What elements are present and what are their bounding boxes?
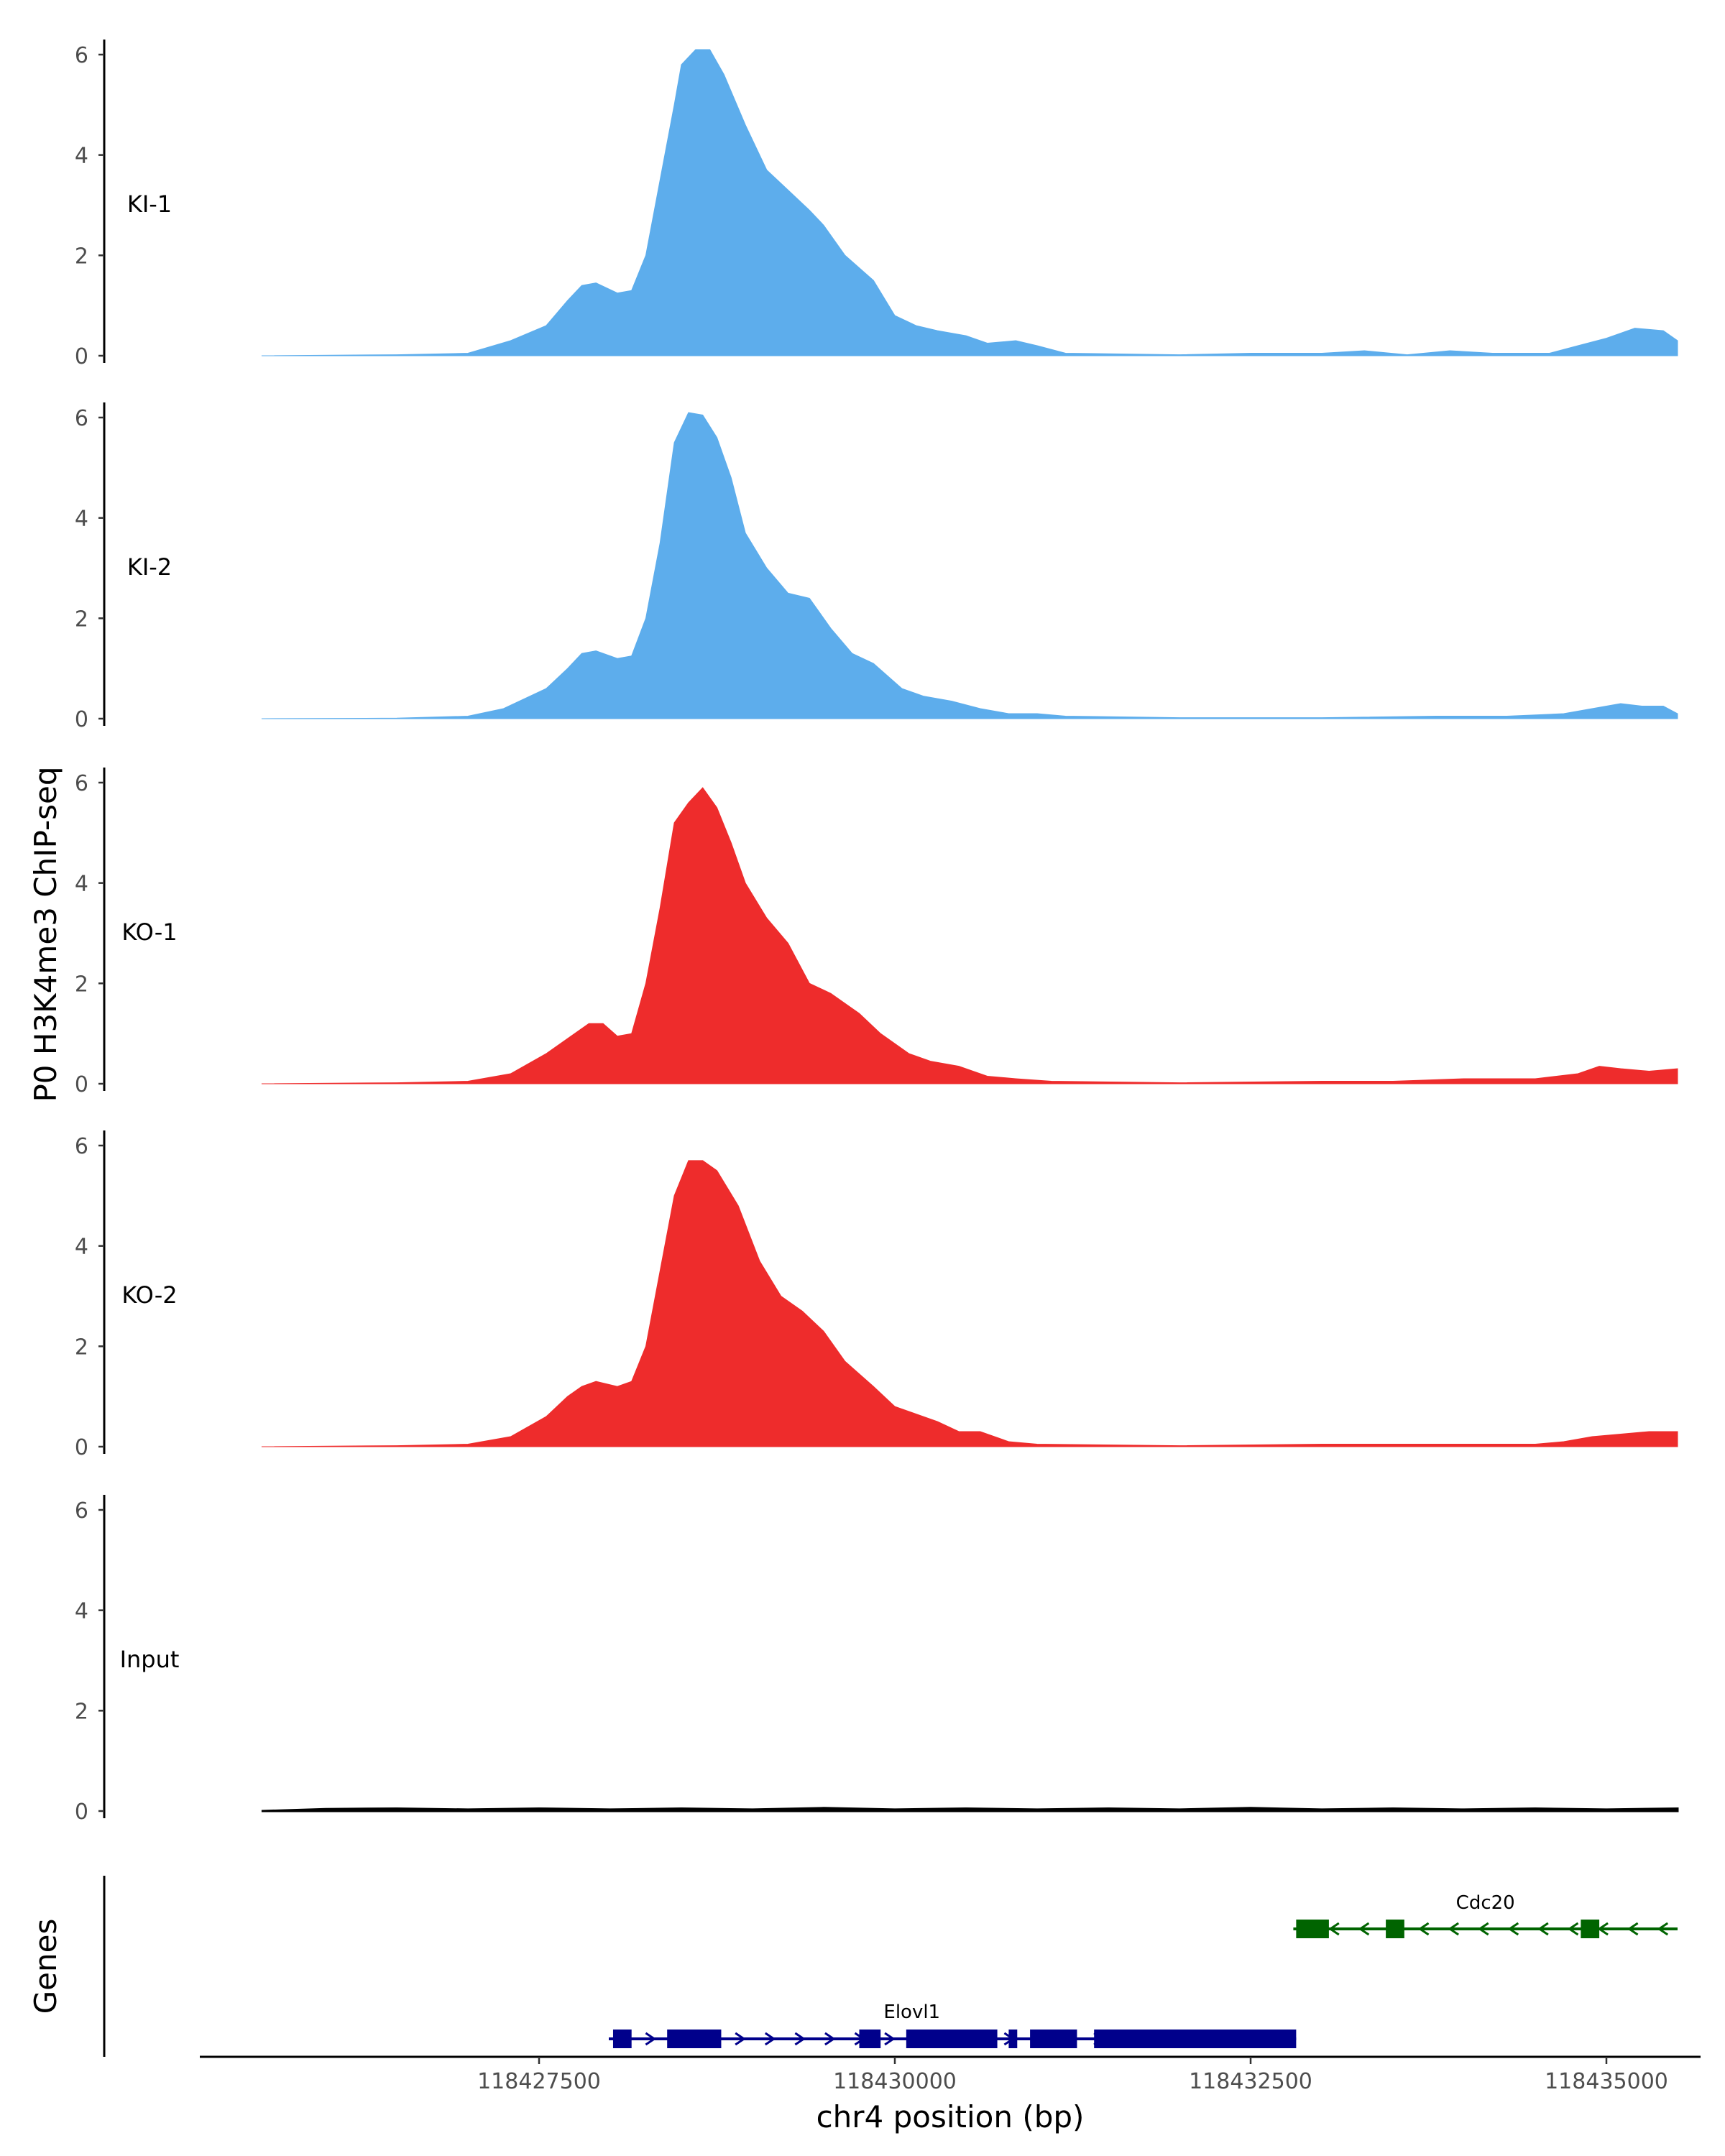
strand-arrow <box>1657 1922 1669 1936</box>
gene-label: Cdc20 <box>1456 1892 1515 1914</box>
x-tick-label: 118430000 <box>833 2069 957 2094</box>
y-tick-label: 6 <box>75 1134 88 1159</box>
y-tick-label: 4 <box>75 144 88 169</box>
y-axis-title: P0 H3K4me3 ChIP-seq <box>28 766 63 1102</box>
y-tick-label: 0 <box>75 344 88 369</box>
strand-arrow <box>884 2032 896 2046</box>
track-input: 0 2 4 6 Input <box>75 1495 1679 1825</box>
exon <box>1030 2030 1077 2048</box>
signal-area <box>261 49 1678 356</box>
strand-arrow <box>1358 1922 1370 1936</box>
strand-arrow <box>824 2032 836 2046</box>
x-tick-label: 118427500 <box>477 2069 601 2094</box>
track-ki-1: 0 2 4 6 KI-1 <box>75 40 1678 369</box>
strand-arrow <box>1567 1922 1579 1936</box>
x-tick-label: 118435000 <box>1545 2069 1668 2094</box>
y-tick-label: 0 <box>75 1800 88 1825</box>
exon <box>1008 2030 1018 2048</box>
y-tick-label: 0 <box>75 1072 88 1097</box>
y-tick-label: 2 <box>75 244 88 269</box>
track-label: Input <box>120 1646 180 1673</box>
y-tick-label: 4 <box>75 1235 88 1260</box>
strand-arrow <box>1448 1922 1459 1936</box>
y-tick-label: 6 <box>75 771 88 796</box>
track-ko-1: 0 2 4 6 KO-1 <box>75 768 1678 1097</box>
strand-arrow <box>1417 1922 1430 1936</box>
y-tick-label: 2 <box>75 972 88 997</box>
strand-arrow <box>1537 1922 1549 1936</box>
exon <box>1581 1920 1600 1938</box>
genes-panel: Genes Elovl1 Cdc20 <box>28 1876 1678 2057</box>
signal-area <box>261 787 1678 1084</box>
track-label: KI-1 <box>127 190 172 218</box>
x-tick-label: 118432500 <box>1189 2069 1312 2094</box>
strand-arrow <box>645 2032 657 2046</box>
track-label: KO-2 <box>121 1281 177 1309</box>
gene-label: Elovl1 <box>883 2001 940 2023</box>
strand-arrow <box>1507 1922 1519 1936</box>
exon <box>667 2030 722 2048</box>
y-tick-label: 2 <box>75 1335 88 1360</box>
y-tick-label: 2 <box>75 1699 88 1724</box>
signal-area <box>261 1807 1679 1812</box>
y-tick-label: 4 <box>75 872 88 897</box>
y-tick-label: 4 <box>75 507 88 532</box>
strand-arrow <box>1627 1922 1639 1936</box>
signal-area <box>261 412 1678 719</box>
exon <box>1386 1920 1404 1938</box>
exon <box>1094 2030 1297 2048</box>
genes-title: Genes <box>28 1919 63 2014</box>
y-tick-label: 0 <box>75 1435 88 1460</box>
x-axis: 118427500 118430000 118432500 118435000 <box>200 2055 1701 2094</box>
y-tick-label: 4 <box>75 1599 88 1624</box>
track-ko-2: 0 2 4 6 KO-2 <box>75 1130 1678 1460</box>
strand-arrow <box>1328 1922 1340 1936</box>
gene-cdc20: Cdc20 <box>1293 1892 1678 1938</box>
track-ki-2: 0 2 4 6 KI-2 <box>75 402 1678 732</box>
strand-arrow <box>1478 1922 1489 1936</box>
exon <box>906 2030 998 2048</box>
signal-tracks: 0 2 4 6 KI-1 0 2 4 6 KI-2 0 2 4 6 KO-1 0 2 4 6 KO-2 0 2 4 6 Inpu… <box>75 40 1679 1825</box>
track-label: KO-1 <box>121 918 177 946</box>
y-tick-label: 6 <box>75 406 88 431</box>
strand-arrow <box>735 2032 746 2046</box>
exon <box>859 2030 881 2048</box>
y-tick-label: 0 <box>75 707 88 732</box>
y-tick-label: 6 <box>75 1498 88 1524</box>
gene-elovl1: Elovl1 <box>609 2001 1297 2048</box>
exon <box>612 2030 632 2048</box>
track-label: KI-2 <box>127 553 172 581</box>
x-axis-title: chr4 position (bp) <box>816 2099 1085 2134</box>
strand-arrow <box>794 2032 806 2046</box>
strand-arrow <box>764 2032 776 2046</box>
y-tick-label: 6 <box>75 43 88 68</box>
exon <box>1296 1920 1329 1938</box>
signal-area <box>261 1160 1678 1447</box>
y-tick-label: 2 <box>75 607 88 632</box>
